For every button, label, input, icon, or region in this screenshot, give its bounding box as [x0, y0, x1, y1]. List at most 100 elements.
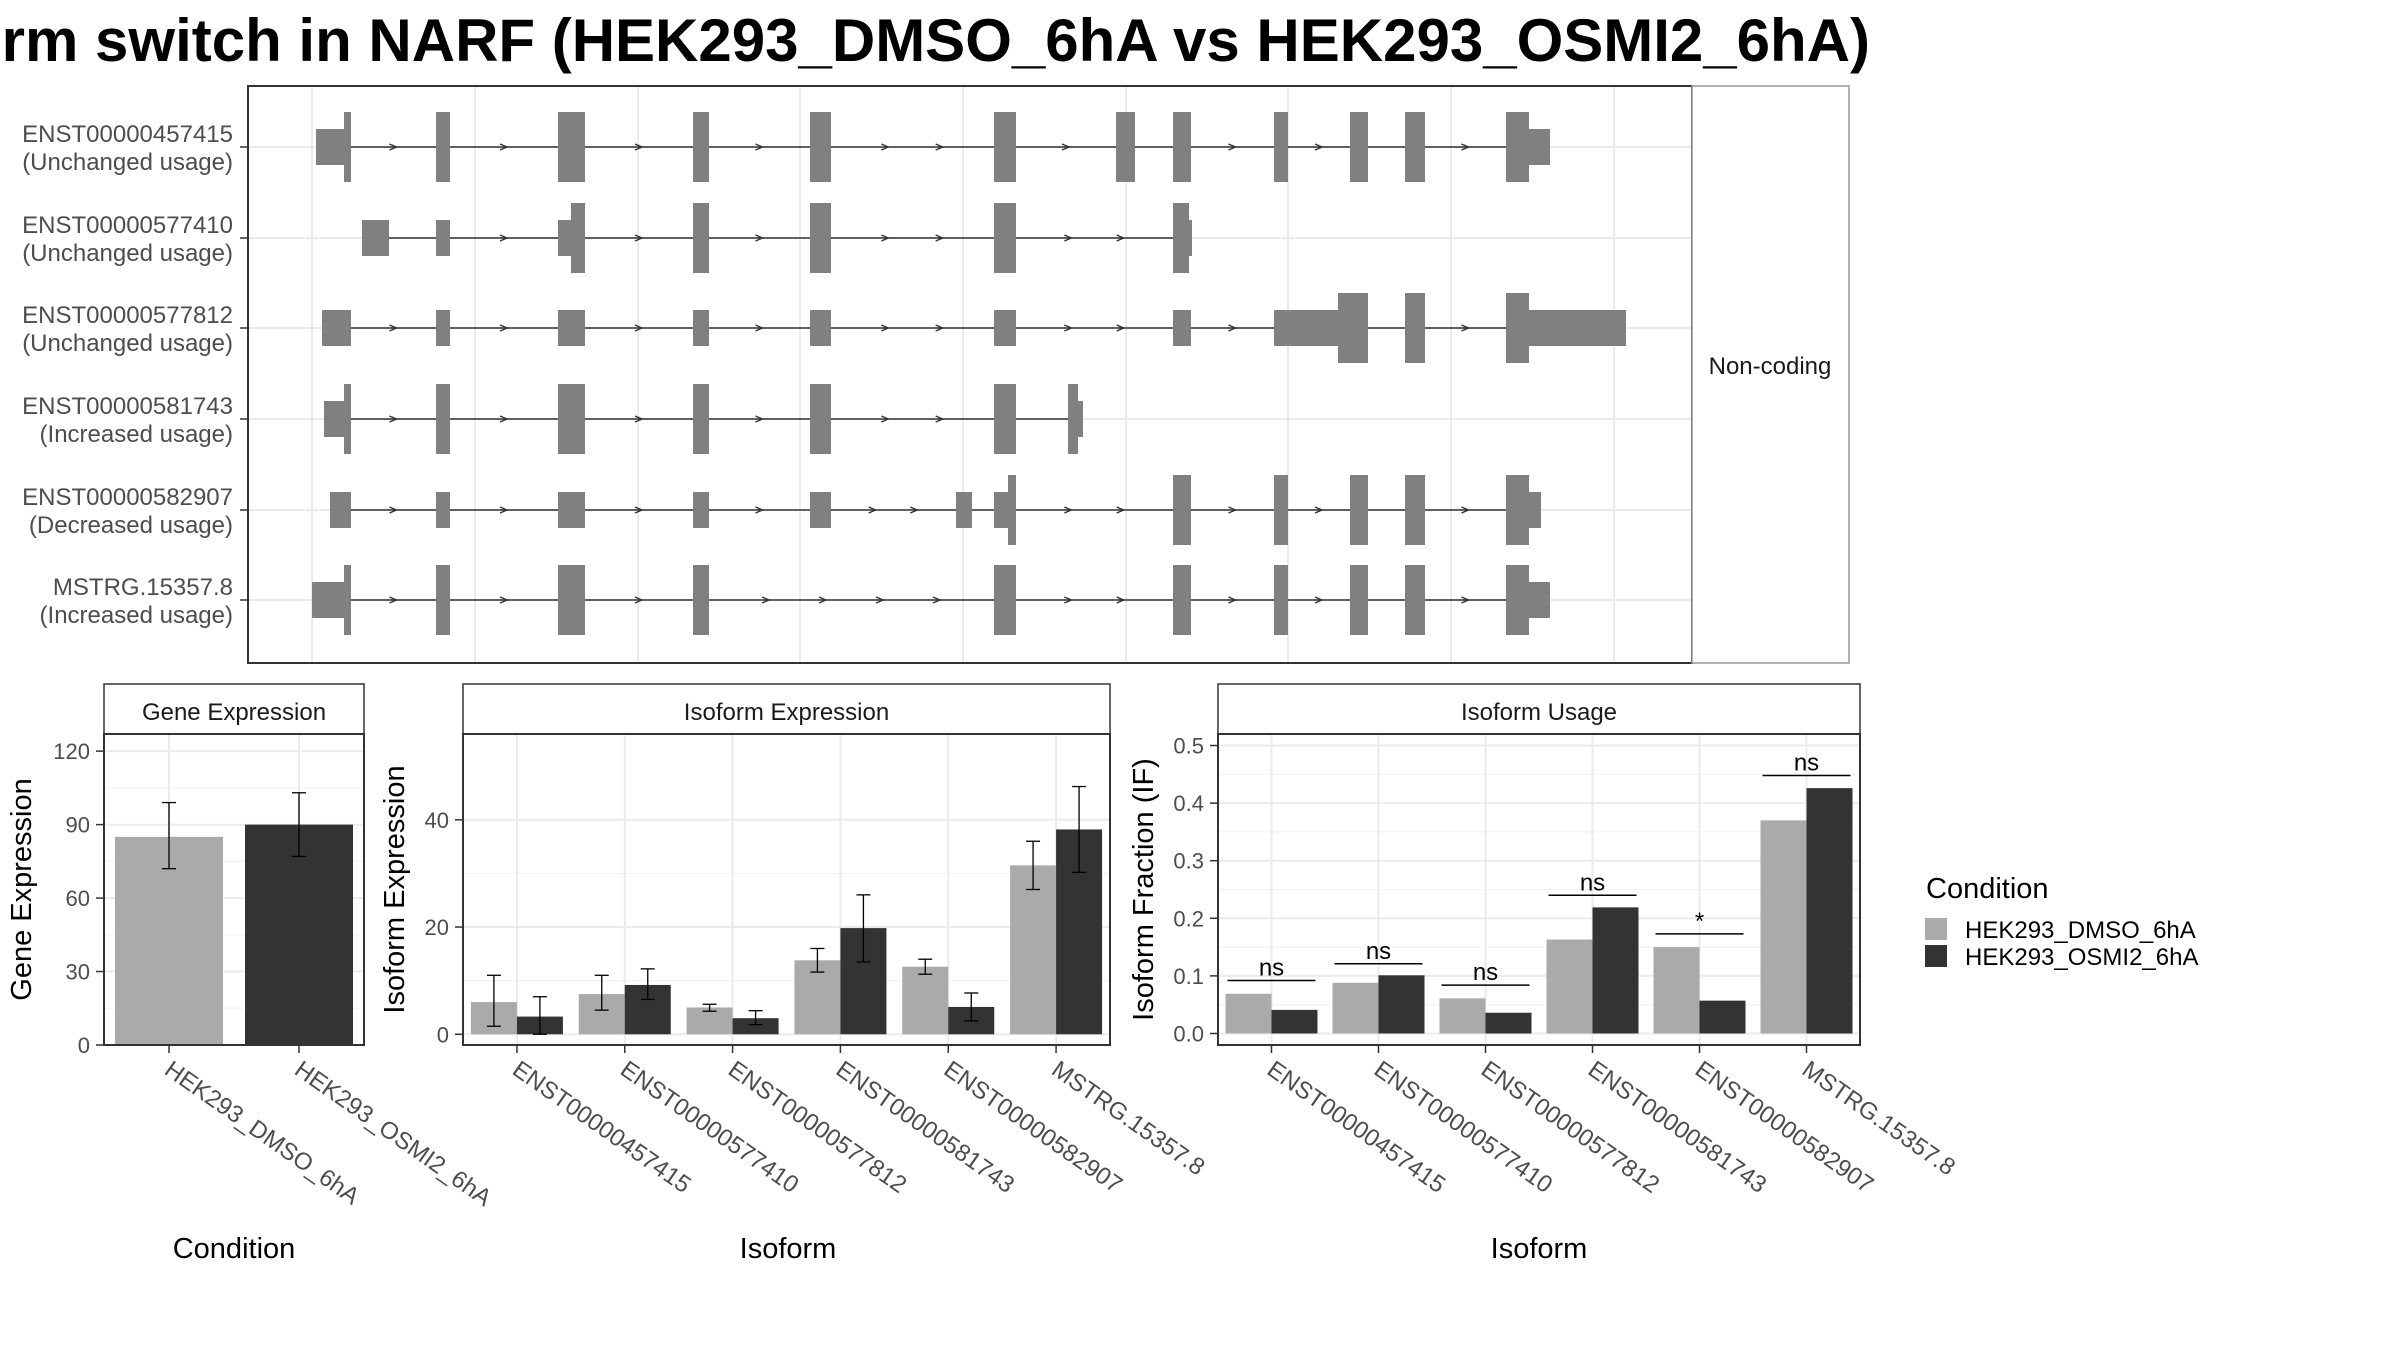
intron-arrow [634, 415, 644, 423]
exon [324, 401, 344, 437]
y-tick-label: 0.4 [1173, 791, 1204, 816]
exon [810, 203, 831, 273]
transcript-usage-label: (Increased usage) [40, 421, 233, 448]
x-axis-label: Condition [173, 1233, 296, 1265]
intron-arrow [1116, 506, 1126, 514]
exon [1274, 475, 1288, 545]
intron-arrow [1061, 143, 1071, 151]
intron-arrow [755, 143, 765, 151]
exon [693, 112, 709, 182]
x-tick-label: ENST00000457415 [507, 1056, 695, 1199]
exon [1189, 220, 1192, 256]
plot-bg [463, 734, 1110, 1045]
exon [1506, 475, 1529, 545]
figure-title: The isoform switch in NARF (HEK293_DMSO_… [0, 0, 1870, 100]
intron-arrow [499, 415, 509, 423]
exon [1405, 112, 1425, 182]
y-tick-label: 40 [425, 808, 449, 833]
y-tick-label: 0 [437, 1022, 449, 1047]
intron-arrow [935, 415, 945, 423]
bar-HEK293_DMSO_6hA-MSTRG.15357.8 [1760, 820, 1807, 1034]
intron-arrow [868, 506, 878, 514]
y-tick-label: 60 [66, 886, 90, 911]
exon [558, 384, 585, 454]
bar-HEK293_DMSO_6hA-ENST00000457415 [1225, 993, 1272, 1034]
intron-arrow [1116, 596, 1126, 604]
exon [810, 310, 831, 346]
intron-arrow [1228, 324, 1238, 332]
intron-arrow [1064, 324, 1074, 332]
exon [344, 384, 351, 454]
transcript-id-label: MSTRG.15357.8 [53, 574, 233, 601]
legend-swatch-HEK293_OSMI2_6hA [1925, 945, 1947, 967]
exon [1350, 565, 1368, 635]
bar-HEK293_DMSO_6hA-ENST00000582907 [902, 966, 949, 1035]
significance-label: ns [1473, 959, 1498, 986]
plot-border [1217, 733, 1861, 1046]
intron-arrow [1064, 596, 1074, 604]
x-tick-label: ENST00000577812 [1476, 1056, 1664, 1199]
bar-HEK293_OSMI2_6hA-MSTRG.15357.8 [1806, 788, 1853, 1034]
exon [436, 565, 450, 635]
exon [1116, 112, 1135, 182]
y-axis-label: Isoform Fraction (IF) [1128, 758, 1160, 1021]
exon [558, 220, 571, 256]
exon [344, 112, 351, 182]
intron-arrow [499, 234, 509, 242]
exon [693, 384, 709, 454]
intron-arrow [1314, 143, 1324, 151]
intron-arrow [389, 506, 399, 514]
exon [344, 565, 351, 635]
intron-arrow [818, 596, 828, 604]
exon [558, 112, 585, 182]
bar-HEK293_OSMI2_6hA-HEK293_OSMI2_6hA [245, 824, 353, 1045]
bar-HEK293_DMSO_6hA-ENST00000577812 [1439, 998, 1486, 1034]
y-axis-label: Isoform Expression [379, 765, 411, 1013]
transcript-usage-label: (Decreased usage) [29, 512, 233, 539]
exon [994, 492, 1008, 528]
exon [810, 492, 831, 528]
exon [330, 492, 351, 528]
y-tick-label: 20 [425, 915, 449, 940]
exon [1350, 475, 1368, 545]
exon [316, 129, 344, 165]
y-tick-label: 0.5 [1173, 734, 1204, 759]
significance-label: ns [1366, 938, 1391, 965]
panel-strip-title: Isoform Expression [684, 699, 889, 726]
exon [693, 565, 709, 635]
x-tick-label: ENST00000582907 [1690, 1056, 1878, 1199]
exon [1173, 203, 1189, 273]
exon [1529, 582, 1550, 618]
exon [558, 310, 585, 346]
transcript-usage-label: (Unchanged usage) [22, 330, 233, 357]
panel-strip-title: Gene Expression [142, 699, 326, 726]
exon [1529, 310, 1626, 346]
intron-arrow [1228, 506, 1238, 514]
exon [1529, 129, 1550, 165]
transcript-id-label: ENST00000581743 [22, 393, 233, 420]
x-tick-label: ENST00000457415 [1262, 1056, 1450, 1199]
intron-arrow [881, 143, 891, 151]
exon [810, 384, 831, 454]
intron-arrow [389, 596, 399, 604]
exon [994, 203, 1016, 273]
legend-title: Condition [1926, 873, 2049, 905]
intron-arrow [932, 596, 942, 604]
exon [1274, 310, 1338, 346]
intron-arrow [755, 506, 765, 514]
exon [1008, 475, 1016, 545]
exon [558, 565, 585, 635]
exon [994, 112, 1016, 182]
intron-arrow [389, 143, 399, 151]
intron-arrow [1461, 324, 1471, 332]
y-tick-label: 120 [53, 739, 90, 764]
exon [1529, 492, 1541, 528]
exon [312, 582, 344, 618]
exon [436, 492, 450, 528]
intron-arrow [634, 234, 644, 242]
transcript-id-label: ENST00000577410 [22, 212, 233, 239]
exon [436, 112, 450, 182]
isoform-usage-panel: Isoform Usage ns ns ns ns * ns 0.0 0.1 0.2 0.3 0.4 0… [1128, 683, 1960, 1265]
